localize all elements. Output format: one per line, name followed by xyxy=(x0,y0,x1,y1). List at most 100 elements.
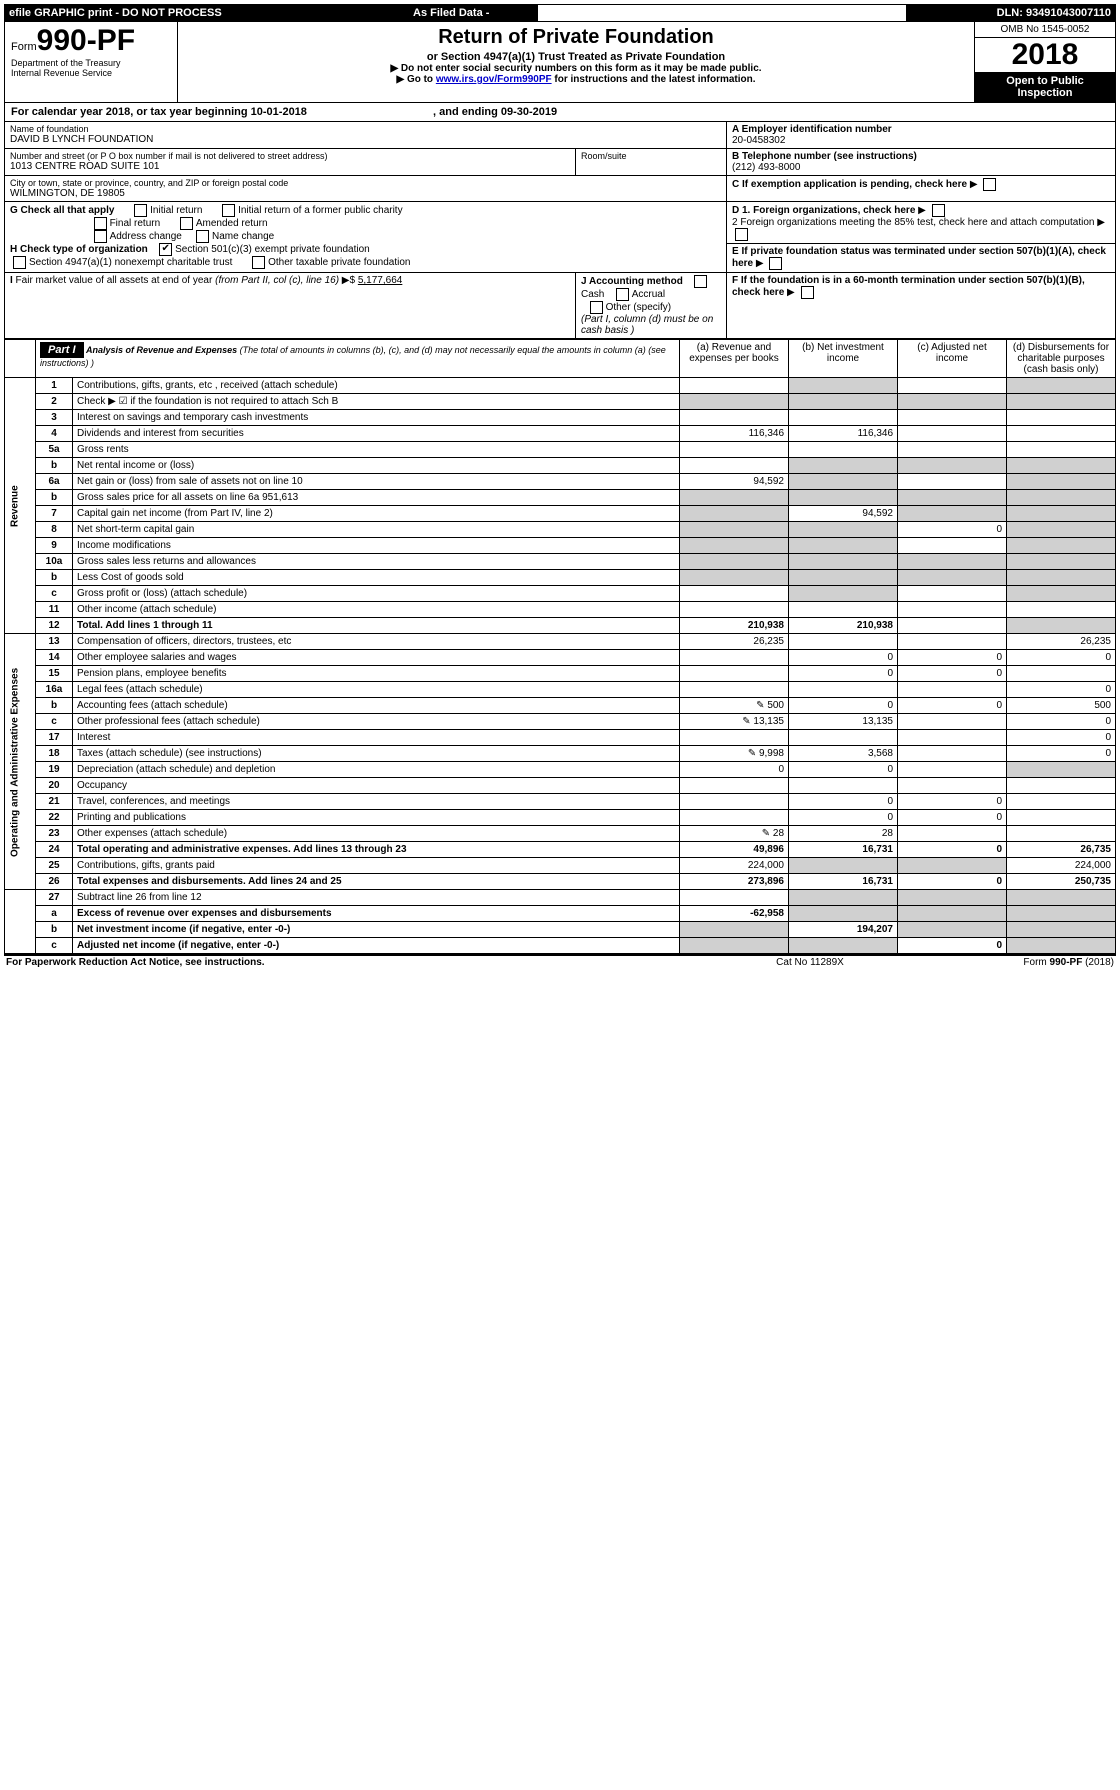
city-label: City or town, state or province, country… xyxy=(10,178,721,188)
cell-b xyxy=(789,682,898,698)
j-label: J Accounting method xyxy=(581,276,683,287)
d2-label: 2 Foreign organizations meeting the 85% … xyxy=(732,217,1094,228)
cell-c xyxy=(898,762,1007,778)
tel-label: B Telephone number (see instructions) xyxy=(732,151,1110,162)
spacer xyxy=(5,890,36,954)
page-footer: For Paperwork Reduction Act Notice, see … xyxy=(4,954,1116,969)
g-opt4: Address change xyxy=(110,231,182,242)
cell-a xyxy=(680,938,789,954)
cell-b: 0 xyxy=(789,794,898,810)
cell xyxy=(1007,554,1116,570)
note2b: for instructions and the latest informat… xyxy=(552,74,756,85)
cell-a xyxy=(680,794,789,810)
c-checkbox[interactable] xyxy=(983,178,996,191)
row-num: 8 xyxy=(36,522,73,538)
row-num: b xyxy=(36,490,73,506)
cell-d xyxy=(1007,826,1116,842)
j-cash[interactable] xyxy=(694,275,707,288)
cell-d xyxy=(1007,474,1116,490)
col-d-header: (d) Disbursements for charitable purpose… xyxy=(1007,340,1116,378)
h-opt1: Section 501(c)(3) exempt private foundat… xyxy=(175,244,370,255)
row-num: c xyxy=(36,938,73,954)
cell-d xyxy=(1007,538,1116,554)
cell-b xyxy=(789,378,898,394)
cell-d: 26,235 xyxy=(1007,634,1116,650)
cell-c xyxy=(898,634,1007,650)
cell-a xyxy=(680,378,789,394)
g-final-return[interactable] xyxy=(94,217,107,230)
cell-d xyxy=(1007,586,1116,602)
cell-a xyxy=(680,410,789,426)
row-desc: Check ▶ ☑ if the foundation is not requi… xyxy=(73,394,680,410)
cell-b xyxy=(789,938,898,954)
cell-c xyxy=(898,890,1007,906)
cell-c xyxy=(898,826,1007,842)
i-label: I Fair market value of all assets at end… xyxy=(10,275,358,286)
c-label: C If exemption application is pending, c… xyxy=(732,179,967,190)
dept-line1: Department of the Treasury xyxy=(11,58,171,68)
cell-a xyxy=(680,602,789,618)
cell-d xyxy=(1007,938,1116,954)
form-header: Form990-PF Department of the Treasury In… xyxy=(4,22,1116,103)
cell-d xyxy=(1007,666,1116,682)
cell-b: 194,207 xyxy=(789,922,898,938)
d1-checkbox[interactable] xyxy=(932,204,945,217)
cell-a xyxy=(680,586,789,602)
g-initial-former[interactable] xyxy=(222,204,235,217)
j-other[interactable] xyxy=(590,301,603,314)
cal-b: , and ending 09-30-2019 xyxy=(433,106,557,118)
row-desc: Compensation of officers, directors, tru… xyxy=(73,634,680,650)
irs-link[interactable]: www.irs.gov/Form990PF xyxy=(436,74,552,85)
cell-c: 0 xyxy=(898,666,1007,682)
f-checkbox[interactable] xyxy=(801,286,814,299)
cell-c: 0 xyxy=(898,874,1007,890)
city-value: WILMINGTON, DE 19805 xyxy=(10,188,721,199)
row-num: 27 xyxy=(36,890,73,906)
cell-b xyxy=(789,458,898,474)
row-desc: Net rental income or (loss) xyxy=(73,458,680,474)
cell-d: 26,735 xyxy=(1007,842,1116,858)
row-num: 22 xyxy=(36,810,73,826)
row-desc: Interest xyxy=(73,730,680,746)
cell-a: 26,235 xyxy=(680,634,789,650)
g-amended-return[interactable] xyxy=(180,217,193,230)
cell-b: 210,938 xyxy=(789,618,898,634)
cell-b xyxy=(789,442,898,458)
cell-a: 0 xyxy=(680,762,789,778)
cell-b: 116,346 xyxy=(789,426,898,442)
j-accrual[interactable] xyxy=(616,288,629,301)
cell xyxy=(898,570,1007,586)
row-num: b xyxy=(36,698,73,714)
cell-a xyxy=(680,522,789,538)
cell-a xyxy=(680,890,789,906)
h-4947a1[interactable] xyxy=(13,256,26,269)
cell-c xyxy=(898,538,1007,554)
cell-a: ✎ 13,135 xyxy=(680,714,789,730)
g-name-change[interactable] xyxy=(196,230,209,243)
h-501c3[interactable] xyxy=(159,243,172,256)
cell xyxy=(680,554,789,570)
cell-a: ✎ 28 xyxy=(680,826,789,842)
asfiled-label: As Filed Data - xyxy=(409,5,538,22)
blank-cell xyxy=(538,5,907,22)
h-other-taxable[interactable] xyxy=(252,256,265,269)
row-num: b xyxy=(36,570,73,586)
row-desc: Gross sales price for all assets on line… xyxy=(73,490,680,506)
row-desc: Dividends and interest from securities xyxy=(73,426,680,442)
row-desc: Pension plans, employee benefits xyxy=(73,666,680,682)
d2-checkbox[interactable] xyxy=(735,228,748,241)
cell-a: 210,938 xyxy=(680,618,789,634)
omb-number: OMB No 1545-0052 xyxy=(975,22,1115,38)
row-desc: Travel, conferences, and meetings xyxy=(73,794,680,810)
row-num: 12 xyxy=(36,618,73,634)
cell-d: 0 xyxy=(1007,746,1116,762)
cell-a xyxy=(680,506,789,522)
cell-d xyxy=(1007,410,1116,426)
tax-year: 2018 xyxy=(975,38,1115,72)
g-initial-return[interactable] xyxy=(134,204,147,217)
cell-a xyxy=(680,666,789,682)
row-desc: Occupancy xyxy=(73,778,680,794)
row-num: 16a xyxy=(36,682,73,698)
e-checkbox[interactable] xyxy=(769,257,782,270)
g-address-change[interactable] xyxy=(94,230,107,243)
